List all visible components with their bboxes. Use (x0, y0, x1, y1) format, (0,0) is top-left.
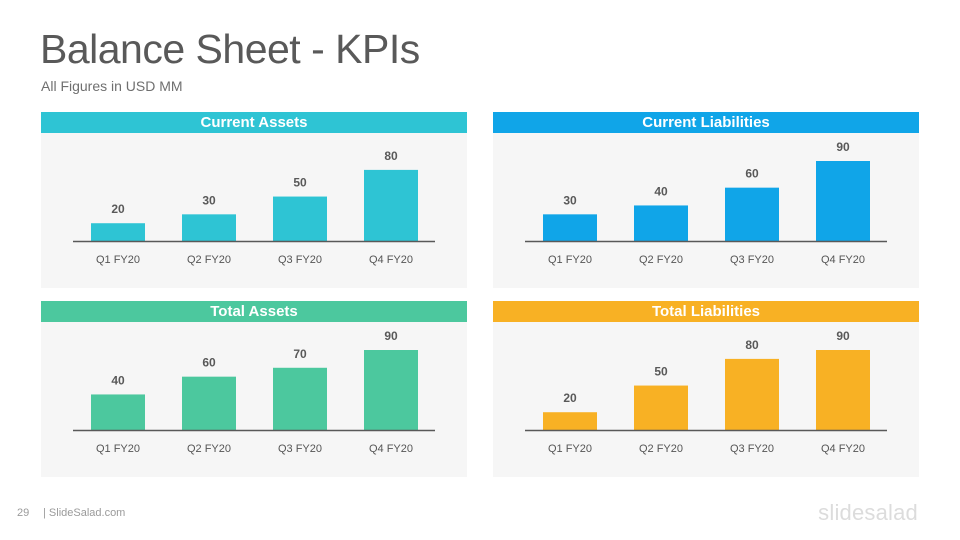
chart-svg: 30 Q1 FY20 40 Q2 FY20 60 Q3 FY20 90 Q4 FY20 (525, 140, 887, 266)
data-label: 80 (384, 149, 398, 163)
slide-subtitle: All Figures in USD MM (41, 78, 183, 94)
chart-panel-current-assets: Current Assets 20 Q1 FY20 30 Q2 FY20 50 Q3 FY… (41, 112, 467, 288)
chart-panel-current-liabilities: Current Liabilities 30 Q1 FY20 40 Q2 FY20 60… (493, 112, 919, 288)
chart-panel-total-assets: Total Assets 40 Q1 FY20 60 Q2 FY20 70 Q3 FY20… (41, 301, 467, 477)
x-tick-label: Q2 FY20 (187, 443, 231, 455)
x-tick-label: Q1 FY20 (96, 443, 140, 455)
data-label: 90 (836, 329, 850, 343)
x-tick-label: Q2 FY20 (639, 254, 683, 266)
x-tick-label: Q3 FY20 (730, 254, 774, 266)
x-tick-label: Q3 FY20 (278, 254, 322, 266)
data-label: 60 (202, 356, 216, 370)
data-label: 90 (836, 140, 850, 154)
x-tick-label: Q1 FY20 (96, 254, 140, 266)
chart-title: Total Assets (41, 301, 467, 322)
data-label: 40 (654, 184, 668, 198)
bar (91, 223, 145, 241)
bar (725, 358, 779, 430)
chart-title: Total Liabilities (493, 301, 919, 322)
bar (634, 385, 688, 430)
bar (816, 350, 870, 430)
x-tick-label: Q4 FY20 (369, 443, 413, 455)
data-label: 50 (293, 176, 307, 190)
bar (364, 350, 418, 430)
chart-title: Current Liabilities (493, 112, 919, 133)
bar (543, 214, 597, 241)
bar (273, 367, 327, 430)
data-label: 40 (111, 373, 125, 387)
slide-title: Balance Sheet - KPIs (40, 26, 420, 72)
bar (91, 394, 145, 430)
x-tick-label: Q1 FY20 (548, 254, 592, 266)
x-tick-label: Q3 FY20 (278, 443, 322, 455)
x-tick-label: Q4 FY20 (369, 254, 413, 266)
x-tick-label: Q4 FY20 (821, 443, 865, 455)
brand-logo: slidesalad (818, 500, 918, 525)
x-tick-label: Q2 FY20 (639, 443, 683, 455)
chart-svg: 40 Q1 FY20 60 Q2 FY20 70 Q3 FY20 90 Q4 FY20 (73, 329, 435, 455)
chart-svg: 20 Q1 FY20 30 Q2 FY20 50 Q3 FY20 80 Q4 FY20 (73, 149, 435, 266)
bar (364, 169, 418, 241)
chart-panel-total-liabilities: Total Liabilities 20 Q1 FY20 50 Q2 FY20 80 Q3… (493, 301, 919, 477)
data-label: 90 (384, 329, 398, 343)
x-tick-label: Q1 FY20 (548, 443, 592, 455)
bar (816, 161, 870, 241)
x-tick-label: Q2 FY20 (187, 254, 231, 266)
page-number: 29 (17, 507, 30, 519)
data-label: 30 (202, 193, 216, 207)
data-label: 60 (745, 167, 759, 181)
chart-svg: 20 Q1 FY20 50 Q2 FY20 80 Q3 FY20 90 Q4 FY20 (525, 329, 887, 455)
bar (543, 412, 597, 430)
bar (182, 376, 236, 430)
bar (182, 214, 236, 241)
data-label: 20 (563, 391, 577, 405)
bar (634, 205, 688, 241)
x-tick-label: Q3 FY20 (730, 443, 774, 455)
footer-site[interactable]: | SlideSalad.com (43, 507, 126, 519)
data-label: 20 (111, 202, 125, 216)
data-label: 80 (745, 338, 759, 352)
data-label: 50 (654, 365, 668, 379)
bar (273, 196, 327, 241)
chart-title: Current Assets (41, 112, 467, 133)
x-tick-label: Q4 FY20 (821, 254, 865, 266)
data-label: 30 (563, 193, 577, 207)
data-label: 70 (293, 347, 307, 361)
bar (725, 187, 779, 241)
